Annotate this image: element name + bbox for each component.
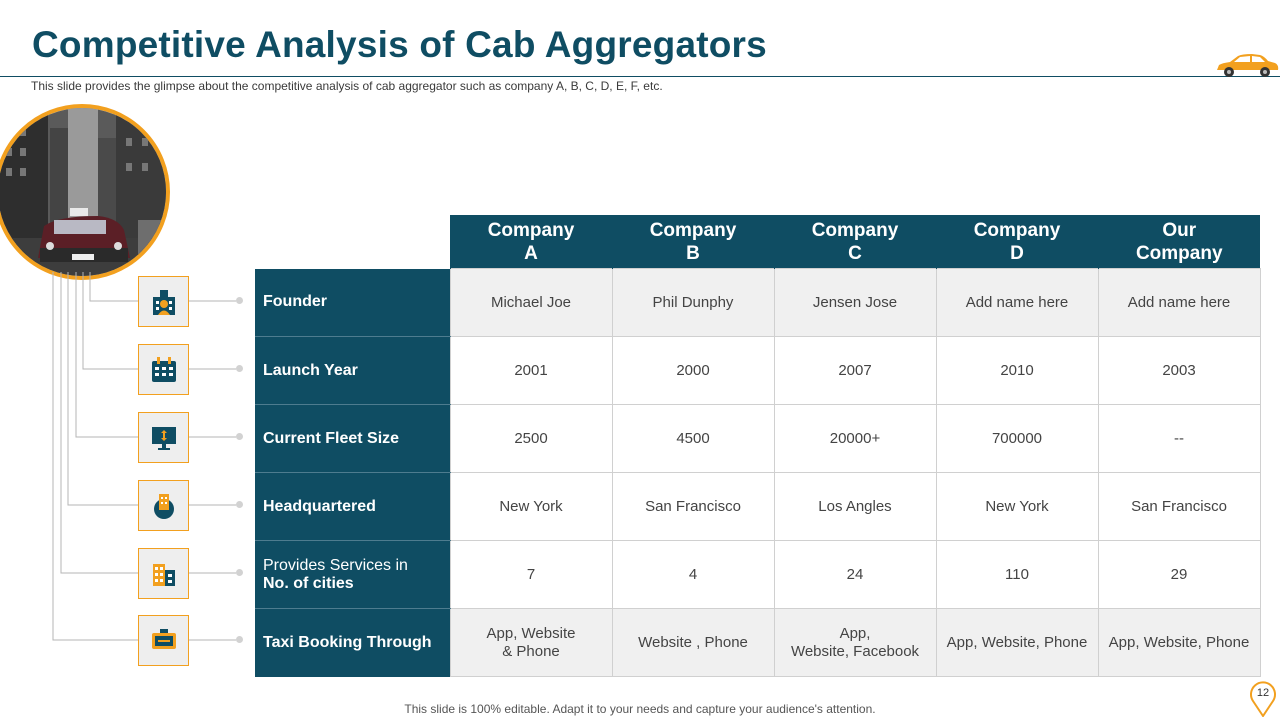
row-label-founder: Founder	[255, 268, 450, 337]
page-number: 12	[1257, 687, 1269, 699]
table-cell: 2000	[611, 336, 775, 405]
row-label-headquartered: Headquartered	[255, 472, 450, 541]
table-row: Taxi Booking Through App, Website & Phone…	[255, 608, 1261, 677]
row-label-fleet-size: Current Fleet Size	[255, 404, 450, 473]
table-cell: New York	[449, 472, 613, 541]
fleet-monitor-icon	[138, 412, 189, 463]
table-cell: 2500	[449, 404, 613, 473]
row-marker-dot	[236, 365, 243, 372]
row-label-launch-year: Launch Year	[255, 336, 450, 405]
table-cell: 2007	[773, 336, 937, 405]
table-row: Founder Michael Joe Phil Dunphy Jensen J…	[255, 268, 1261, 337]
page-number-marker: 12	[1250, 681, 1276, 717]
headquarters-icon	[138, 480, 189, 531]
column-header-company-c: Company C	[773, 215, 936, 269]
table-cell: Phil Dunphy	[611, 268, 775, 337]
row-marker-dot	[236, 433, 243, 440]
footer-note: This slide is 100% editable. Adapt it to…	[404, 702, 876, 716]
table-header-row: Company A Company B Company C Company D Our C…	[255, 215, 1260, 269]
table-cell: 2010	[935, 336, 1099, 405]
taxi-sign-icon	[138, 615, 189, 666]
page-title: Competitive Analysis of Cab Aggregators	[32, 24, 767, 65]
table-cell: App, Website, Phone	[935, 608, 1099, 677]
title-divider	[0, 76, 1280, 77]
table-row: Headquartered New York San Francisco Los…	[255, 472, 1261, 541]
table-cell: 24	[773, 540, 937, 609]
table-cell: Jensen Jose	[773, 268, 937, 337]
car-icon	[1217, 54, 1279, 77]
table-cell: 20000+	[773, 404, 937, 473]
table-cell: Website , Phone	[611, 608, 775, 677]
row-marker-dot	[236, 297, 243, 304]
table-cell: App, Website & Phone	[449, 608, 613, 677]
table-cell: Michael Joe	[449, 268, 613, 337]
row-label-booking-through: Taxi Booking Through	[255, 608, 450, 677]
table-cell: --	[1097, 404, 1261, 473]
table-cell: Add name here	[935, 268, 1099, 337]
table-cell: New York	[935, 472, 1099, 541]
founder-icon	[138, 276, 189, 327]
calendar-icon	[138, 344, 189, 395]
comparison-table: Company A Company B Company C Company D Our C…	[255, 215, 1261, 677]
table-cell: 110	[935, 540, 1099, 609]
table-cell: 2001	[449, 336, 613, 405]
table-cell: San Francisco	[1097, 472, 1261, 541]
column-header-company-a: Company A	[449, 215, 612, 269]
table-row: Current Fleet Size 2500 4500 20000+ 7000…	[255, 404, 1261, 473]
table-row: Launch Year 2001 2000 2007 2010 2003	[255, 336, 1261, 405]
table-cell: 29	[1097, 540, 1261, 609]
table-row: Provides Services in No. of cities 7 4 24…	[255, 540, 1261, 609]
table-corner	[255, 215, 450, 269]
table-cell: San Francisco	[611, 472, 775, 541]
row-marker-dot	[236, 569, 243, 576]
table-cell: App, Website, Facebook	[773, 608, 937, 677]
table-cell: Los Angles	[773, 472, 937, 541]
table-cell: App, Website, Phone	[1097, 608, 1261, 677]
table-cell: 4500	[611, 404, 775, 473]
column-header-our-company: Our Company	[1097, 215, 1260, 269]
connector-lines	[52, 272, 236, 641]
table-cell: 2003	[1097, 336, 1261, 405]
column-header-company-d: Company D	[935, 215, 1098, 269]
row-marker-dot	[236, 636, 243, 643]
row-label-service-cities: Provides Services in No. of cities	[255, 540, 450, 609]
table-cell: Add name here	[1097, 268, 1261, 337]
row-marker-dot	[236, 501, 243, 508]
city-buildings-icon	[138, 548, 189, 599]
page-subtitle: This slide provides the glimpse about th…	[31, 79, 663, 93]
table-cell: 4	[611, 540, 775, 609]
column-header-company-b: Company B	[611, 215, 774, 269]
table-cell: 7	[449, 540, 613, 609]
table-cell: 700000	[935, 404, 1099, 473]
